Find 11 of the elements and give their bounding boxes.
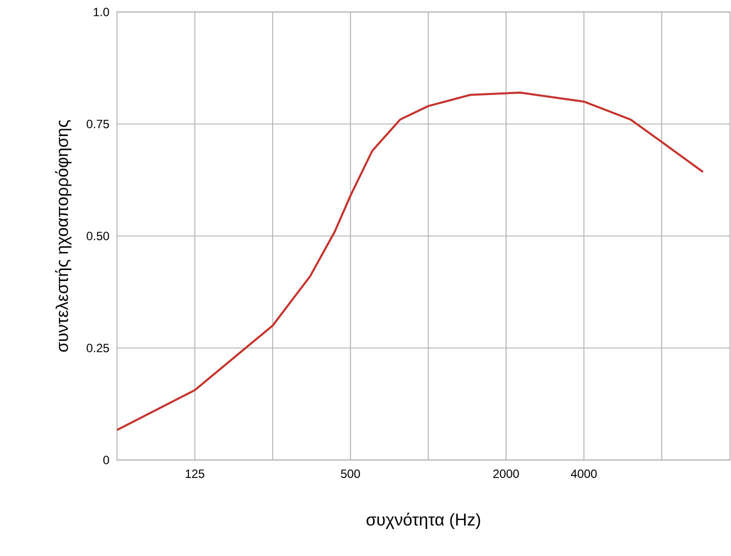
y-tick-label: 1.0: [94, 8, 110, 16]
y-tick-label: 0: [103, 456, 110, 464]
x-axis-title: συχνότητα (Hz): [366, 512, 480, 529]
y-tick-label: 0.25: [86, 344, 109, 352]
y-tick-label: 0.75: [86, 120, 109, 128]
x-tick-label: 125: [186, 470, 204, 478]
x-tick-label: 500: [340, 470, 360, 478]
x-tick-label: 4000: [570, 470, 597, 478]
y-axis-title: συντελεστής ηχοαπορρόφησης: [55, 120, 72, 352]
y-tick-label: 0.50: [86, 232, 110, 240]
x-tick-label: 2000: [493, 470, 519, 478]
